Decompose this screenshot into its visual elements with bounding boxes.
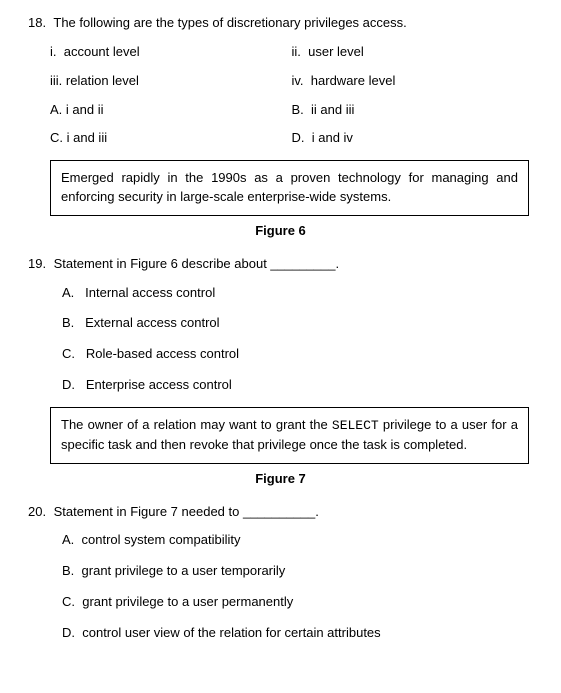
- figure-7-code: SELECT: [332, 418, 379, 433]
- question-18-options: A. i and ii B. ii and iii C. i and iii D…: [50, 101, 533, 149]
- subitem-ii: ii. user level: [292, 43, 534, 62]
- option-text: Enterprise access control: [86, 377, 232, 392]
- question-stem-pre: Statement in Figure 6 describe about: [54, 256, 271, 271]
- option-label: A.: [62, 285, 74, 300]
- option-text: External access control: [85, 315, 219, 330]
- subitem-label: iii.: [50, 73, 62, 88]
- option-text: i and iii: [67, 130, 107, 145]
- question-stem-post: .: [336, 256, 340, 271]
- option-c[interactable]: C. i and iii: [50, 129, 292, 148]
- option-c[interactable]: C. Role-based access control: [62, 345, 533, 364]
- figure-7-text-pre: The owner of a relation may want to gran…: [61, 417, 332, 432]
- option-text: control system compatibility: [82, 532, 241, 547]
- question-number: 18.: [28, 14, 50, 33]
- option-label: B.: [62, 315, 74, 330]
- question-18-subitems: i. account level ii. user level iii. rel…: [50, 43, 533, 91]
- option-text: i and iv: [312, 130, 353, 145]
- option-c[interactable]: C. grant privilege to a user permanently: [62, 593, 533, 612]
- option-label: D.: [62, 377, 75, 392]
- option-label: D.: [62, 625, 75, 640]
- option-d[interactable]: D. control user view of the relation for…: [62, 624, 533, 643]
- subitem-i: i. account level: [50, 43, 292, 62]
- option-label: B.: [292, 102, 304, 117]
- option-label: C.: [50, 130, 63, 145]
- figure-6-text: Emerged rapidly in the 1990s as a proven…: [61, 170, 518, 204]
- option-label: B.: [62, 563, 74, 578]
- option-text: grant privilege to a user temporarily: [82, 563, 286, 578]
- question-blank: _________: [270, 256, 335, 271]
- option-d[interactable]: D. i and iv: [292, 129, 534, 148]
- option-text: ii and iii: [311, 102, 354, 117]
- question-20: 20. Statement in Figure 7 needed to ____…: [28, 503, 533, 643]
- figure-7-box: The owner of a relation may want to gran…: [50, 407, 529, 464]
- question-19-text: 19. Statement in Figure 6 describe about…: [28, 255, 533, 274]
- option-b[interactable]: B. grant privilege to a user temporarily: [62, 562, 533, 581]
- option-label: A.: [50, 102, 62, 117]
- option-text: grant privilege to a user permanently: [82, 594, 293, 609]
- subitem-iv: iv. hardware level: [292, 72, 534, 91]
- option-text: Role-based access control: [86, 346, 239, 361]
- option-b[interactable]: B. External access control: [62, 314, 533, 333]
- subitem-text: user level: [308, 44, 364, 59]
- question-stem: The following are the types of discretio…: [53, 15, 406, 30]
- question-blank: __________: [243, 504, 315, 519]
- option-a[interactable]: A. Internal access control: [62, 284, 533, 303]
- subitem-label: i.: [50, 44, 57, 59]
- option-text: Internal access control: [85, 285, 215, 300]
- question-number: 20.: [28, 503, 50, 522]
- question-18: 18. The following are the types of discr…: [28, 14, 533, 148]
- figure-6-caption: Figure 6: [28, 222, 533, 241]
- question-19: 19. Statement in Figure 6 describe about…: [28, 255, 533, 395]
- option-d[interactable]: D. Enterprise access control: [62, 376, 533, 395]
- question-19-options: A. Internal access control B. External a…: [62, 284, 533, 395]
- subitem-label: ii.: [292, 44, 301, 59]
- option-a[interactable]: A. control system compatibility: [62, 531, 533, 550]
- question-number: 19.: [28, 255, 50, 274]
- subitem-label: iv.: [292, 73, 304, 88]
- option-a[interactable]: A. i and ii: [50, 101, 292, 120]
- option-label: C.: [62, 594, 75, 609]
- option-b[interactable]: B. ii and iii: [292, 101, 534, 120]
- subitem-text: account level: [64, 44, 140, 59]
- option-label: D.: [292, 130, 305, 145]
- question-20-options: A. control system compatibility B. grant…: [62, 531, 533, 642]
- subitem-text: hardware level: [311, 73, 396, 88]
- question-stem-pre: Statement in Figure 7 needed to: [54, 504, 243, 519]
- question-18-text: 18. The following are the types of discr…: [28, 14, 533, 33]
- figure-7-caption: Figure 7: [28, 470, 533, 489]
- question-20-text: 20. Statement in Figure 7 needed to ____…: [28, 503, 533, 522]
- option-label: C.: [62, 346, 75, 361]
- option-text: i and ii: [66, 102, 104, 117]
- option-label: A.: [62, 532, 74, 547]
- subitem-text: relation level: [66, 73, 139, 88]
- option-text: control user view of the relation for ce…: [82, 625, 380, 640]
- figure-6-box: Emerged rapidly in the 1990s as a proven…: [50, 160, 529, 216]
- subitem-iii: iii. relation level: [50, 72, 292, 91]
- question-stem-post: .: [315, 504, 319, 519]
